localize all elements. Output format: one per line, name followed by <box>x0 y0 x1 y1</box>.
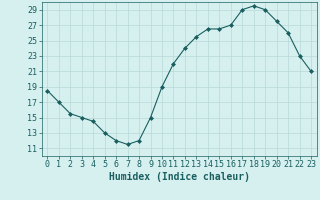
X-axis label: Humidex (Indice chaleur): Humidex (Indice chaleur) <box>109 172 250 182</box>
